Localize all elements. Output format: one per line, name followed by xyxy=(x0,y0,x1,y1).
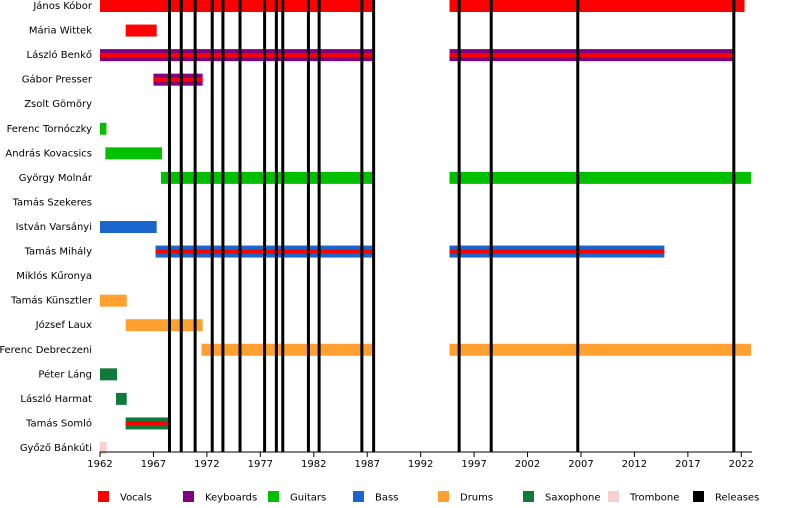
secondary-role-stripe xyxy=(449,53,734,58)
legend-swatch xyxy=(438,491,449,502)
x-tick-label: 1982 xyxy=(301,459,326,470)
member-label: Gábor Presser xyxy=(22,74,93,86)
member-bar xyxy=(449,171,751,184)
member-bar xyxy=(100,294,127,307)
secondary-role-stripe xyxy=(125,421,171,426)
member-bar xyxy=(201,343,375,356)
member-label: Tamás Künsztler xyxy=(10,295,93,307)
member-label: Miklós Kűronya xyxy=(16,270,92,282)
legend-swatch xyxy=(98,491,109,502)
legend-swatch xyxy=(608,491,619,502)
legend-swatch xyxy=(268,491,279,502)
member-label: András Kovacsics xyxy=(5,147,92,159)
member-bar xyxy=(105,147,162,160)
member-label: Mária Wittek xyxy=(29,25,92,37)
legend-swatch xyxy=(523,491,534,502)
member-bar xyxy=(116,392,127,405)
member-bar xyxy=(160,171,375,184)
member-label: Tamás Szekeres xyxy=(12,196,92,208)
x-tick-label: 1972 xyxy=(194,459,219,470)
member-label: Ferenc Debreczeni xyxy=(0,345,92,356)
x-tick-label: 2002 xyxy=(515,459,540,470)
x-tick-label: 2007 xyxy=(568,459,593,470)
member-label: Péter Láng xyxy=(38,368,92,380)
member-bar xyxy=(449,343,751,356)
member-label: Tamás Somló xyxy=(25,417,92,429)
x-tick-label: 2022 xyxy=(729,459,754,470)
secondary-role-stripe xyxy=(153,77,203,82)
legend-label: Guitars xyxy=(290,493,326,504)
member-bar xyxy=(125,319,203,332)
member-bar xyxy=(100,122,107,135)
member-bar xyxy=(449,0,745,12)
legend-label: Bass xyxy=(375,493,398,504)
member-label: József Laux xyxy=(35,319,92,331)
member-label: György Molnár xyxy=(19,172,93,184)
legend-label: Trombone xyxy=(629,493,679,504)
member-label: János Kóbor xyxy=(32,0,93,12)
x-tick-label: 1992 xyxy=(408,459,433,470)
x-tick-label: 1962 xyxy=(87,459,112,470)
member-bar xyxy=(100,442,107,454)
member-bar xyxy=(100,221,157,233)
x-tick-label: 2012 xyxy=(622,459,647,470)
legend-label: Saxophone xyxy=(545,493,601,504)
x-tick-label: 1977 xyxy=(248,459,273,470)
member-label: László Harmat xyxy=(20,393,92,405)
member-label: Zsolt Gömöry xyxy=(24,99,92,110)
member-label: László Benkő xyxy=(27,49,93,61)
member-label: Győző Bánkúti xyxy=(20,442,92,454)
secondary-role-stripe xyxy=(100,53,375,58)
legend-label: Drums xyxy=(460,493,493,504)
member-bar xyxy=(100,0,375,12)
member-label: Ferenc Tornóczky xyxy=(7,123,93,135)
member-bar xyxy=(125,24,157,37)
legend-label: Releases xyxy=(715,493,759,504)
secondary-role-stripe xyxy=(449,249,665,254)
x-tick-label: 1967 xyxy=(141,459,166,470)
legend-swatch xyxy=(183,491,194,502)
legend-swatch xyxy=(353,491,364,502)
x-tick-label: 1987 xyxy=(354,459,379,470)
member-label: Tamás Mihály xyxy=(24,246,92,258)
legend-label: Keyboards xyxy=(205,493,257,504)
legend-swatch xyxy=(693,491,704,502)
x-tick-label: 1997 xyxy=(461,459,486,470)
member-label: István Varsányi xyxy=(16,221,92,233)
legend-label: Vocals xyxy=(120,493,152,504)
x-tick-label: 2017 xyxy=(675,459,700,470)
member-bar xyxy=(100,368,118,381)
